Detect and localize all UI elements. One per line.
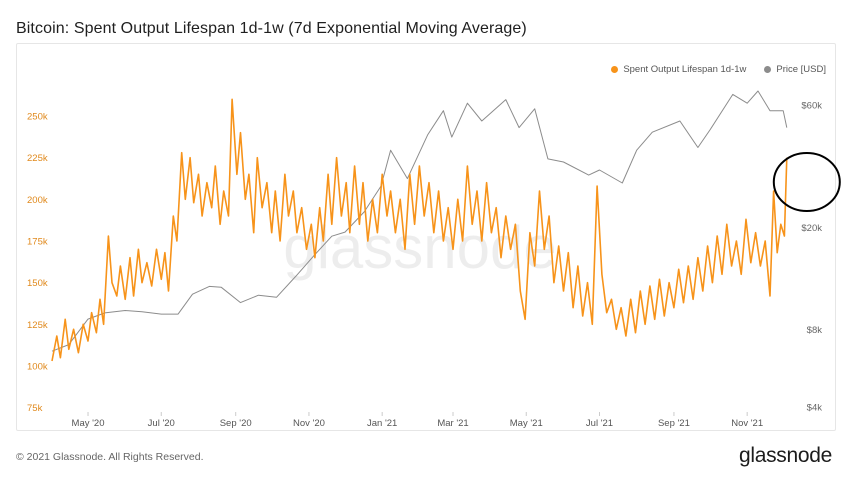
left-axis-tick-label: 125k [27,320,48,331]
footer-logo[interactable]: glassnode [738,444,832,467]
legend-item-price[interactable]: Price [USD] [764,64,826,75]
left-axis-tick-label: 150k [27,278,48,289]
x-axis-tick-label: Jan '21 [367,418,397,429]
left-axis-tick-label: 175k [27,237,48,248]
left-axis: 75k 100k 125k 150k 175k 200k 225k 250k [27,112,48,415]
x-axis-tick-label: Jul '21 [586,418,613,429]
legend-label-sol: Spent Output Lifespan 1d-1w [623,64,747,75]
annotation-layer [772,152,841,212]
annotation-circle [772,152,841,212]
x-axis: May '20 Jul '20 Sep '20 Nov '20 Jan '21 Mar '… [72,412,763,429]
right-axis: $4k $8k $20k $60k [801,101,822,414]
legend-label-price: Price [USD] [776,64,826,75]
x-axis-tick-label: May '21 [510,418,543,429]
right-axis-tick-label: $20k [801,223,822,234]
legend: Spent Output Lifespan 1d-1w Price [USD] [611,64,826,75]
x-axis-tick-label: Nov '21 [731,418,763,429]
left-axis-tick-label: 225k [27,153,48,164]
x-axis-tick-label: May '20 [72,418,105,429]
chart-title: Bitcoin: Spent Output Lifespan 1d-1w (7d… [16,20,527,37]
right-axis-tick-label: $60k [801,101,822,112]
x-axis-tick-label: Sep '20 [220,418,252,429]
left-axis-tick-label: 100k [27,362,48,373]
series-line-sol [51,98,788,362]
left-axis-tick-label: 75k [27,403,43,414]
series-lines [51,90,788,362]
x-axis-tick-label: Nov '20 [293,418,325,429]
left-axis-tick-label: 250k [27,112,48,123]
legend-item-sol[interactable]: Spent Output Lifespan 1d-1w [611,64,746,75]
chart-card [16,43,836,431]
series-line-price [51,90,788,352]
x-axis-tick-label: Sep '21 [658,418,690,429]
right-axis-tick-label: $4k [807,403,823,414]
x-axis-tick-label: Jul '20 [148,418,175,429]
legend-swatch-price [764,66,772,73]
footer-copyright: © 2021 Glassnode. All Rights Reserved. [16,451,204,463]
left-axis-tick-label: 200k [27,195,48,206]
legend-swatch-sol [611,66,619,73]
x-axis-tick-label: Mar '21 [437,418,468,429]
right-axis-tick-label: $8k [807,325,823,336]
